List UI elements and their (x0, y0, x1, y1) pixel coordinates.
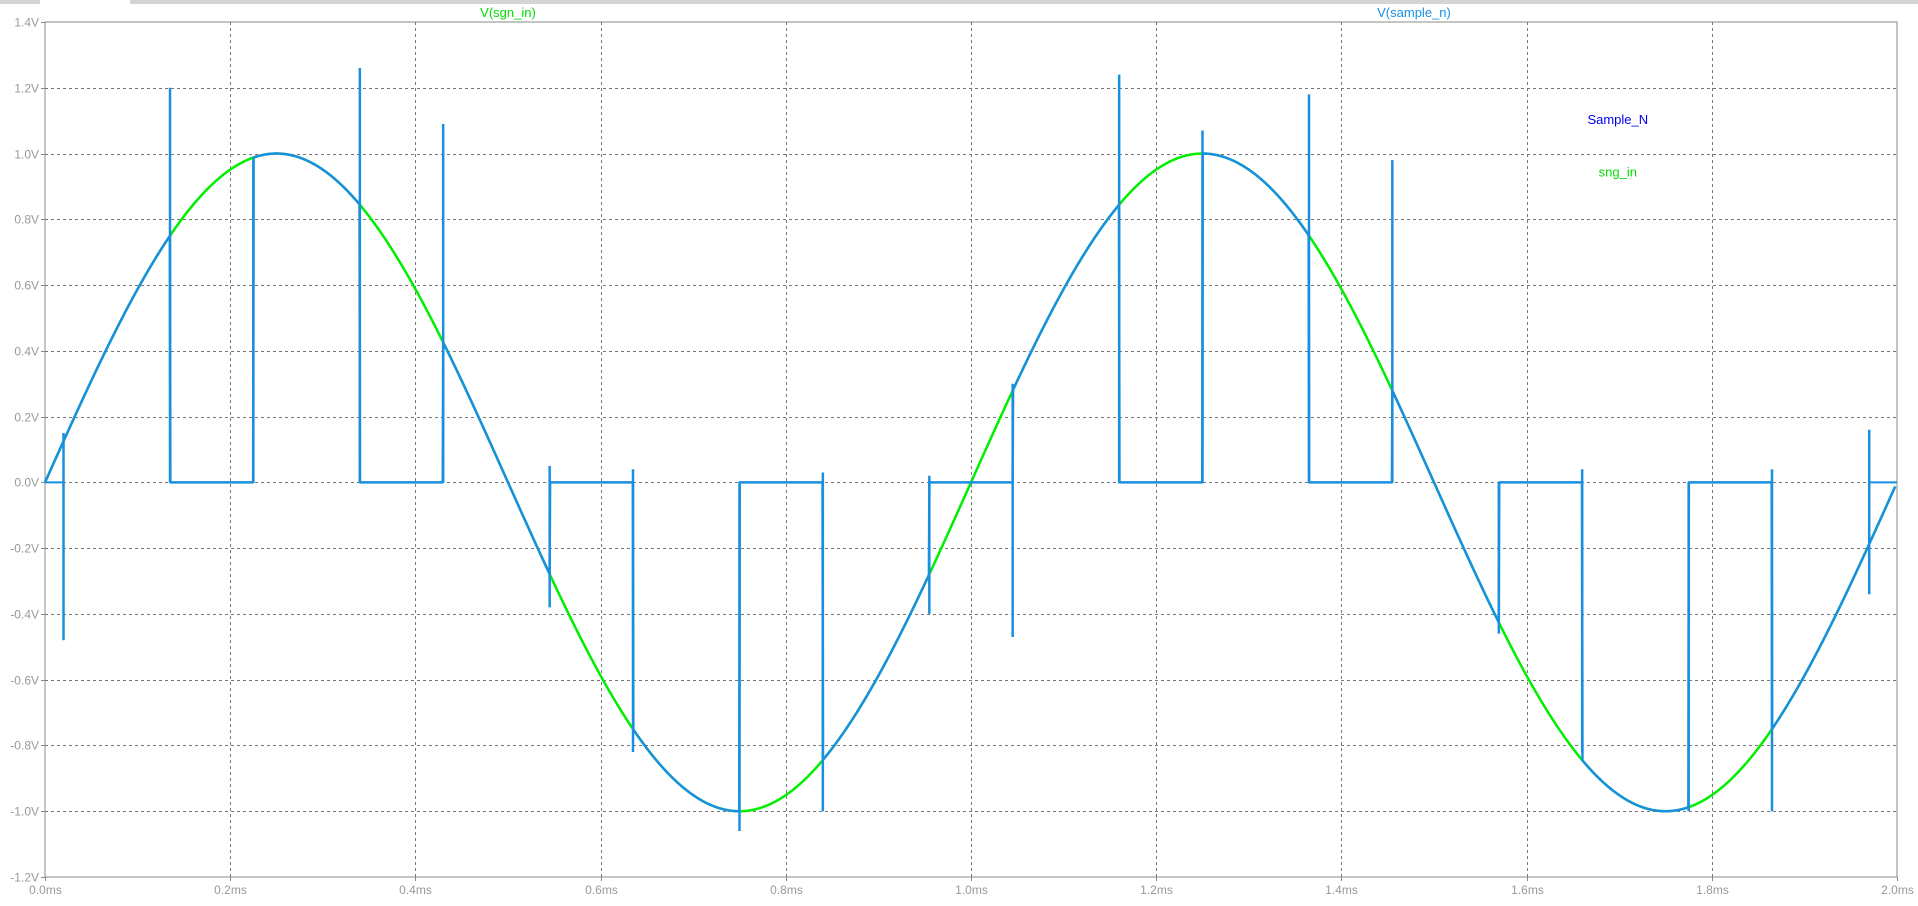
x-tick-label: 1.2ms (1140, 883, 1173, 897)
y-tick-label: 0.6V (14, 279, 39, 293)
y-tick-label: -0.8V (10, 739, 39, 753)
y-tick-label: 0.2V (14, 411, 39, 425)
y-tick-label: -0.4V (10, 608, 39, 622)
y-tick-label: 1.0V (14, 148, 39, 162)
series-layer (43, 68, 1897, 831)
annotation-sample-n: Sample_N (1587, 112, 1648, 127)
grid-layer (41, 21, 1898, 881)
tick-labels: 0.0ms 0.2ms 0.4ms 0.6ms 0.8ms 1.0ms 1.2ms 1.4ms… (10, 16, 1914, 898)
y-tick-label: 0.4V (14, 345, 39, 359)
y-tick-label: -0.6V (10, 674, 39, 688)
x-tick-label: 1.0ms (955, 883, 988, 897)
x-tick-label: 0.0ms (29, 883, 62, 897)
window-top-strip-highlight (40, 0, 130, 4)
x-tick-label: 1.4ms (1325, 883, 1358, 897)
y-tick-label: 1.2V (14, 82, 39, 96)
y-tick-label: 0.0V (14, 476, 39, 490)
trace-title-sgn-in: V(sgn_in) (480, 5, 536, 20)
x-tick-label: 0.6ms (585, 883, 618, 897)
x-tick-label: 0.4ms (399, 883, 432, 897)
y-tick-label: 1.4V (14, 16, 39, 30)
y-tick-label: 0.8V (14, 213, 39, 227)
trace-titles: V(sgn_in) V(sample_n) (480, 5, 1451, 20)
trace-title-sample-n: V(sample_n) (1377, 5, 1451, 20)
x-tick-label: 1.8ms (1696, 883, 1729, 897)
annotation-sng-in: sng_in (1599, 165, 1637, 180)
x-tick-label: 0.2ms (214, 883, 247, 897)
window-top-strip (0, 0, 1918, 4)
annotations: Sample_N sng_in (1587, 112, 1648, 180)
series-line-sample-n (43, 152, 1897, 813)
y-tick-label: -1.0V (10, 805, 39, 819)
y-tick-label: -0.2V (10, 542, 39, 556)
x-tick-label: 0.8ms (770, 883, 803, 897)
x-tick-label: 1.6ms (1511, 883, 1544, 897)
y-tick-label: -1.2V (10, 871, 39, 885)
x-tick-label: 2.0ms (1881, 883, 1914, 897)
